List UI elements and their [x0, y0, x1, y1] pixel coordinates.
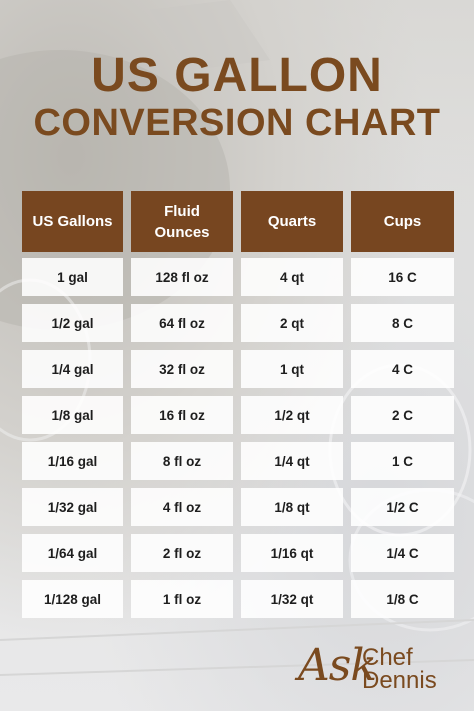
conversion-table: US Gallons Fluid Ounces Quarts Cups 1 ga… — [22, 191, 454, 626]
title-line-2: CONVERSION CHART — [33, 102, 441, 144]
cell-gallons: 1/4 gal — [22, 350, 123, 388]
cell-fluid-ounces: 128 fl oz — [131, 258, 233, 296]
cell-gallons: 1/2 gal — [22, 304, 123, 342]
logo-ask-script: Ask — [298, 640, 377, 691]
cell-cups: 2 C — [351, 396, 454, 434]
title-line-1: US GALLON — [91, 49, 383, 102]
cell-fluid-ounces: 16 fl oz — [131, 396, 233, 434]
table-row: 1/8 gal 16 fl oz 1/2 qt 2 C — [22, 396, 454, 441]
cell-cups: 1 C — [351, 442, 454, 480]
cell-quarts: 1 qt — [241, 350, 343, 388]
cell-fluid-ounces: 32 fl oz — [131, 350, 233, 388]
cell-quarts: 1/2 qt — [241, 396, 343, 434]
table-row: 1/2 gal 64 fl oz 2 qt 8 C — [22, 304, 454, 349]
cell-fluid-ounces: 1 fl oz — [131, 580, 233, 618]
header-us-gallons: US Gallons — [22, 191, 123, 252]
cell-quarts: 2 qt — [241, 304, 343, 342]
cell-cups: 8 C — [351, 304, 454, 342]
cell-cups: 4 C — [351, 350, 454, 388]
cell-quarts: 4 qt — [241, 258, 343, 296]
cell-cups: 1/4 C — [351, 534, 454, 572]
cell-cups: 1/8 C — [351, 580, 454, 618]
cell-quarts: 1/8 qt — [241, 488, 343, 526]
cell-quarts: 1/4 qt — [241, 442, 343, 480]
table-row: 1/128 gal 1 fl oz 1/32 qt 1/8 C — [22, 580, 454, 625]
cell-fluid-ounces: 4 fl oz — [131, 488, 233, 526]
logo-chef-text: Chef — [362, 644, 413, 671]
cell-fluid-ounces: 2 fl oz — [131, 534, 233, 572]
logo-dennis-text: Dennis — [362, 667, 437, 694]
table-header-row: US Gallons Fluid Ounces Quarts Cups — [22, 191, 454, 252]
table-row: 1/64 gal 2 fl oz 1/16 qt 1/4 C — [22, 534, 454, 579]
cell-quarts: 1/16 qt — [241, 534, 343, 572]
header-quarts: Quarts — [241, 191, 343, 252]
cell-fluid-ounces: 8 fl oz — [131, 442, 233, 480]
cell-gallons: 1/128 gal — [22, 580, 123, 618]
table-row: 1/32 gal 4 fl oz 1/8 qt 1/2 C — [22, 488, 454, 533]
table-row: 1/4 gal 32 fl oz 1 qt 4 C — [22, 350, 454, 395]
cell-gallons: 1/8 gal — [22, 396, 123, 434]
cell-gallons: 1/64 gal — [22, 534, 123, 572]
cell-cups: 1/2 C — [351, 488, 454, 526]
table-row: 1 gal 128 fl oz 4 qt 16 C — [22, 258, 454, 303]
ask-chef-dennis-logo: Ask Chef Dennis — [298, 636, 468, 702]
table-row: 1/16 gal 8 fl oz 1/4 qt 1 C — [22, 442, 454, 487]
cell-quarts: 1/32 qt — [241, 580, 343, 618]
cell-fluid-ounces: 64 fl oz — [131, 304, 233, 342]
header-fluid-ounces: Fluid Ounces — [131, 191, 233, 252]
cell-gallons: 1/32 gal — [22, 488, 123, 526]
chart-title: US GALLON CONVERSION CHART — [0, 49, 474, 145]
cell-gallons: 1 gal — [22, 258, 123, 296]
header-cups: Cups — [351, 191, 454, 252]
cell-gallons: 1/16 gal — [22, 442, 123, 480]
cell-cups: 16 C — [351, 258, 454, 296]
